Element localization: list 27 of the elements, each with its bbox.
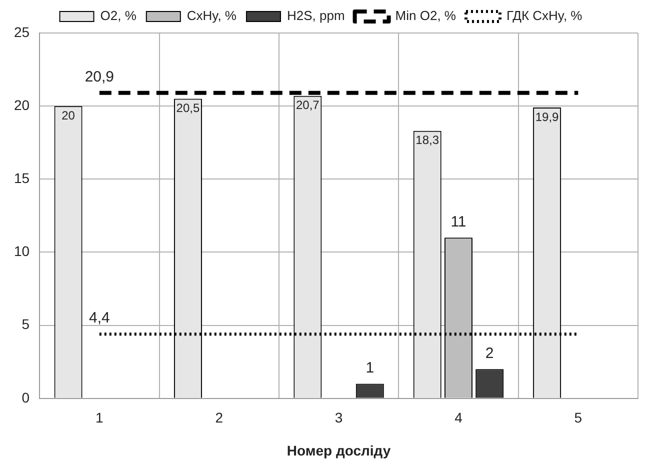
x-axis-title: Номер досліду xyxy=(286,442,391,458)
data-label: 2 xyxy=(485,344,494,362)
y-tick-label: 5 xyxy=(22,316,30,332)
x-tick-label: 1 xyxy=(96,410,104,426)
data-label: 20,9 xyxy=(84,68,114,86)
data-label: 1 xyxy=(366,359,374,376)
y-tick-label: 20 xyxy=(14,96,30,113)
data-label: 20,5 xyxy=(176,101,200,116)
y-tick-label: 15 xyxy=(14,170,30,186)
legend-label: H2S, ppm xyxy=(286,8,345,24)
x-tick-label: 2 xyxy=(215,410,224,426)
legend-label: ГДК CxHy, % xyxy=(506,8,583,24)
data-label: 11 xyxy=(450,213,466,230)
legend-label: O2, % xyxy=(100,8,137,24)
data-label: 4,4 xyxy=(88,310,110,327)
data-label: 19,9 xyxy=(535,110,560,124)
y-tick-label: 10 xyxy=(14,243,30,260)
x-tick-label: 5 xyxy=(574,410,582,426)
y-tick-label: 0 xyxy=(22,389,30,406)
legend-label: Min O2, % xyxy=(395,8,456,24)
data-label: 20,7 xyxy=(296,98,320,112)
x-tick-label: 4 xyxy=(454,410,463,426)
data-label: 20 xyxy=(62,108,76,122)
y-tick-label: 25 xyxy=(14,24,30,40)
data-label: 18,3 xyxy=(416,133,440,148)
legend-label: CxHy, % xyxy=(186,8,237,24)
x-tick-label: 3 xyxy=(334,410,343,426)
